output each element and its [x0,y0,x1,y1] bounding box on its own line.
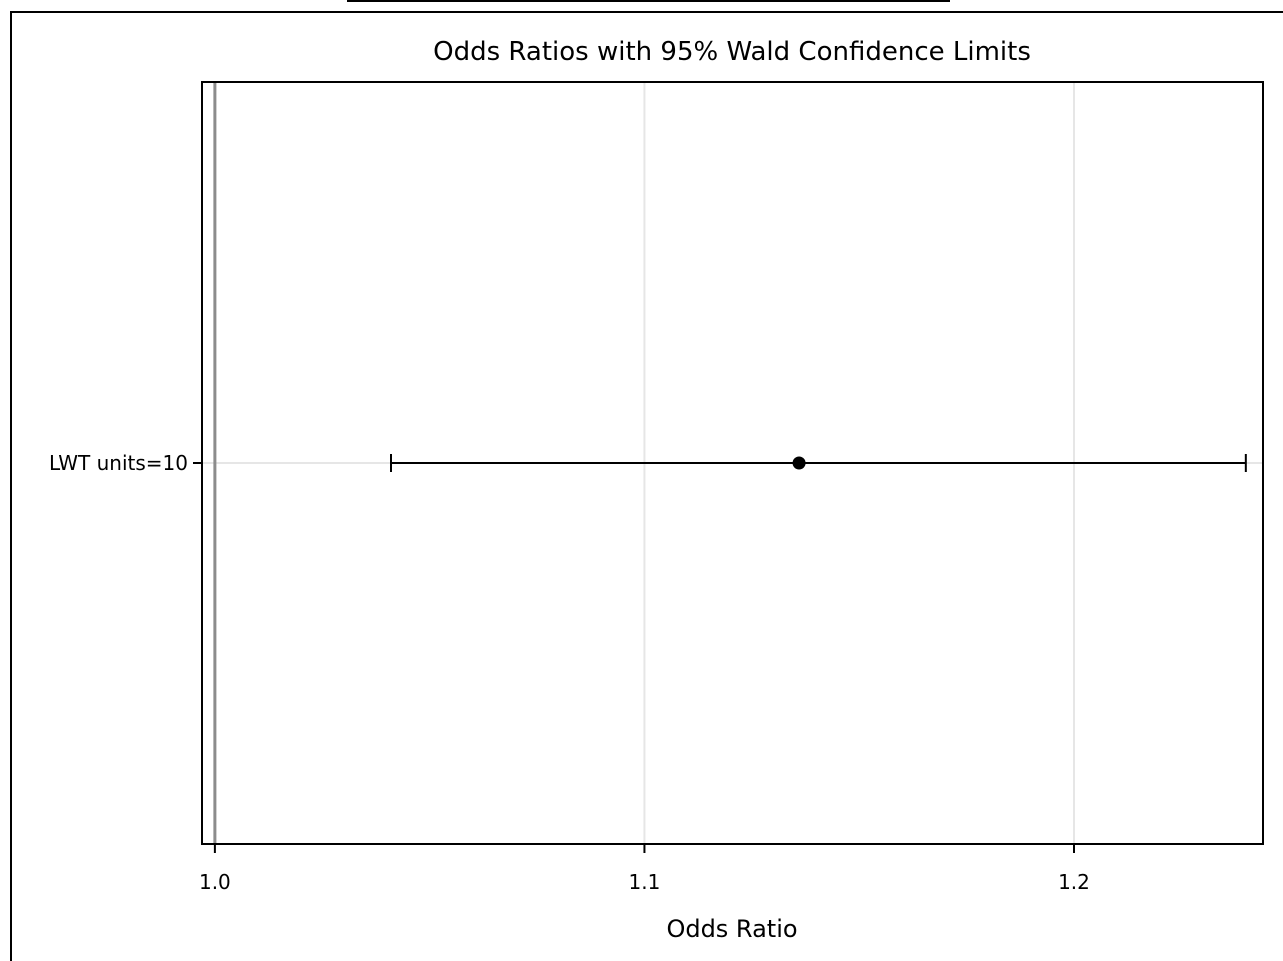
x-tick-label: 1.1 [629,870,661,894]
data-layer [390,454,1247,472]
point-estimate-marker [792,456,806,470]
y-axis-categories: LWT units=10 [49,451,202,475]
chart-title: Odds Ratios with 95% Wald Confidence Lim… [433,37,1031,67]
x-axis-label: Odds Ratio [666,915,797,943]
x-tick-label: 1.0 [199,870,231,894]
x-tick-label: 1.2 [1058,870,1090,894]
outer-border [10,0,1283,961]
y-category-label: LWT units=10 [49,451,188,475]
x-axis-ticks: 1.0 1.1 1.2 [199,844,1090,894]
